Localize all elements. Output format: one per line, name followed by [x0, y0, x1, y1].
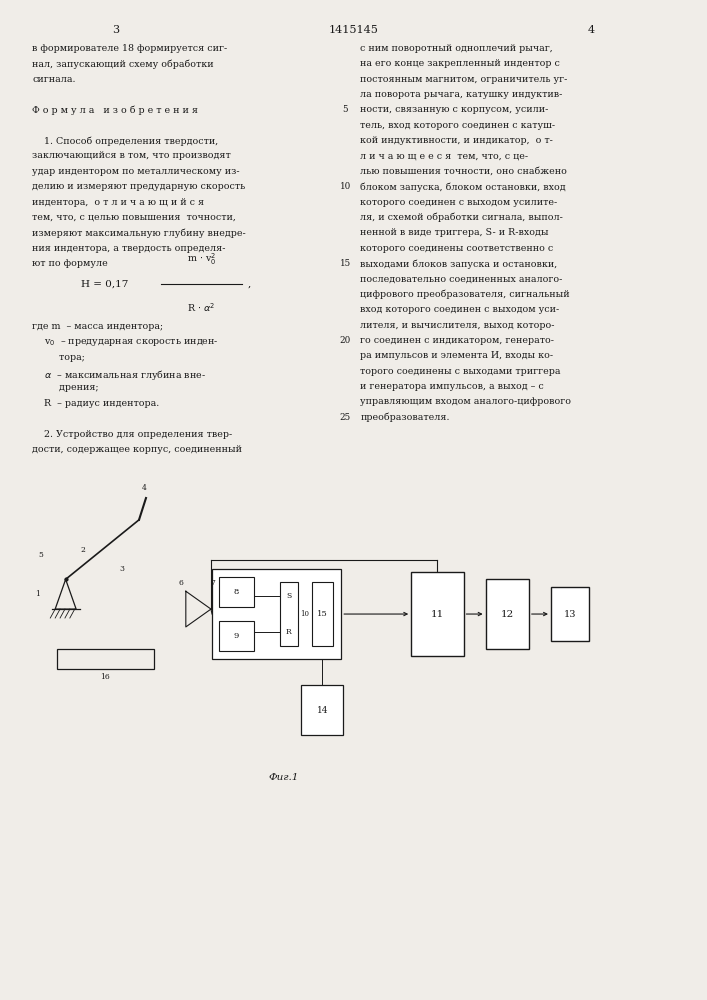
Text: 6: 6	[178, 579, 183, 587]
Text: 3: 3	[119, 565, 124, 573]
Text: R: R	[286, 628, 292, 636]
Text: 11: 11	[431, 610, 444, 619]
Text: на его конце закрепленный индентор с: на его конце закрепленный индентор с	[361, 59, 561, 68]
Text: дости, содержащее корпус, соединенный: дости, содержащее корпус, соединенный	[32, 445, 242, 454]
Text: л и ч а ю щ е е с я  тем, что, с це-: л и ч а ю щ е е с я тем, что, с це-	[361, 151, 529, 160]
Text: 1: 1	[35, 590, 40, 598]
Text: R $\cdot$ $\alpha^2$: R $\cdot$ $\alpha^2$	[187, 301, 216, 314]
Text: 4: 4	[588, 25, 595, 35]
Text: 1415145: 1415145	[329, 25, 378, 35]
Text: заключающийся в том, что производят: заключающийся в том, что производят	[32, 151, 231, 160]
Bar	[312, 582, 333, 646]
Text: ния индентора, а твердость определя-: ния индентора, а твердость определя-	[32, 244, 226, 253]
Text: лью повышения точности, оно снабжено: лью повышения точности, оно снабжено	[361, 167, 567, 176]
Text: выходами блоков запуска и остановки,: выходами блоков запуска и остановки,	[361, 259, 558, 269]
Text: и генератора импульсов, а выход – с: и генератора импульсов, а выход – с	[361, 382, 544, 391]
Bar	[219, 577, 254, 607]
Text: постоянным магнитом, ограничитель уг-: постоянным магнитом, ограничитель уг-	[361, 75, 568, 84]
Text: тель, вход которого соединен с катуш-: тель, вход которого соединен с катуш-	[361, 121, 556, 130]
Text: управляющим входом аналого-цифрового: управляющим входом аналого-цифрового	[361, 397, 571, 406]
Text: 16: 16	[100, 673, 110, 681]
Bar	[212, 569, 341, 659]
Text: 5: 5	[39, 551, 44, 559]
Bar	[411, 572, 464, 656]
Text: делию и измеряют предударную скорость: делию и измеряют предударную скорость	[32, 182, 245, 191]
Text: кой индуктивности, и индикатор,  о т-: кой индуктивности, и индикатор, о т-	[361, 136, 554, 145]
Text: которого соединен с выходом усилите-: которого соединен с выходом усилите-	[361, 198, 558, 207]
Text: с ним поворотный одноплечий рычаг,: с ним поворотный одноплечий рычаг,	[361, 44, 554, 53]
Text: 25: 25	[339, 413, 351, 422]
Text: ра импульсов и элемента И, входы ко-: ра импульсов и элемента И, входы ко-	[361, 351, 554, 360]
Text: 20: 20	[339, 336, 351, 345]
Text: 3: 3	[112, 25, 119, 35]
Text: удар индентором по металлическому из-: удар индентором по металлическому из-	[32, 167, 240, 176]
Text: ют по формуле: ют по формуле	[32, 259, 108, 268]
Text: цифрового преобразователя, сигнальный: цифрового преобразователя, сигнальный	[361, 290, 570, 299]
Text: 2. Устройство для определения твер-: 2. Устройство для определения твер-	[32, 430, 233, 439]
Bar	[551, 587, 590, 641]
Text: 2: 2	[81, 546, 86, 554]
Text: где m  – масса индентора;: где m – масса индентора;	[32, 322, 163, 331]
Text: ля, и схемой обработки сигнала, выпол-: ля, и схемой обработки сигнала, выпол-	[361, 213, 563, 222]
Text: торого соединены с выходами триггера: торого соединены с выходами триггера	[361, 367, 561, 376]
Text: 15: 15	[317, 610, 328, 618]
Text: вход которого соединен с выходом уси-: вход которого соединен с выходом уси-	[361, 305, 560, 314]
Text: 13: 13	[564, 610, 576, 619]
Text: в формирователе 18 формируется сиг-: в формирователе 18 формируется сиг-	[32, 44, 228, 53]
Text: тора;: тора;	[32, 353, 85, 362]
Text: Ф о р м у л а   и з о б р е т е н и я: Ф о р м у л а и з о б р е т е н и я	[32, 105, 198, 115]
Text: v$_0$  – предударная скорость инден-: v$_0$ – предударная скорость инден-	[32, 337, 219, 348]
Text: дрения;: дрения;	[32, 383, 99, 392]
Text: $\alpha$  – максимальная глубина вне-: $\alpha$ – максимальная глубина вне-	[32, 368, 206, 382]
Text: 14: 14	[317, 706, 328, 715]
Bar	[219, 621, 254, 651]
Text: 10: 10	[300, 610, 309, 618]
Text: S: S	[286, 592, 291, 600]
Text: 5: 5	[342, 105, 348, 114]
Text: Фиг.1: Фиг.1	[269, 773, 299, 782]
Text: 7: 7	[210, 579, 215, 587]
Text: индентора,  о т л и ч а ю щ и й с я: индентора, о т л и ч а ю щ и й с я	[32, 198, 204, 207]
Text: H = 0,17: H = 0,17	[81, 280, 129, 289]
Text: сигнала.: сигнала.	[32, 75, 76, 84]
Text: измеряют максимальную глубину внедре-: измеряют максимальную глубину внедре-	[32, 228, 246, 238]
Text: ности, связанную с корпусом, усили-: ности, связанную с корпусом, усили-	[361, 105, 549, 114]
Text: ,: ,	[247, 280, 250, 289]
Text: m $\cdot$ v$_0^2$: m $\cdot$ v$_0^2$	[187, 252, 216, 267]
Text: 8: 8	[234, 588, 239, 596]
Text: последовательно соединенных аналого-: последовательно соединенных аналого-	[361, 274, 563, 283]
Text: 9: 9	[234, 632, 239, 640]
Text: нал, запускающий схему обработки: нал, запускающий схему обработки	[32, 59, 214, 69]
Text: ненной в виде триггера, S- и R-входы: ненной в виде триггера, S- и R-входы	[361, 228, 549, 237]
Text: го соединен с индикатором, генерато-: го соединен с индикатором, генерато-	[361, 336, 554, 345]
Text: 15: 15	[339, 259, 351, 268]
Text: 10: 10	[339, 182, 351, 191]
Text: лителя, и вычислителя, выход которо-: лителя, и вычислителя, выход которо-	[361, 321, 555, 330]
Bar	[301, 685, 344, 735]
Text: ла поворота рычага, катушку индуктив-: ла поворота рычага, катушку индуктив-	[361, 90, 563, 99]
Text: 12: 12	[501, 610, 514, 619]
Bar	[486, 579, 529, 649]
Text: которого соединены соответственно с: которого соединены соответственно с	[361, 244, 554, 253]
Text: R  – радиус индентора.: R – радиус индентора.	[32, 399, 159, 408]
Text: тем, что, с целью повышения  точности,: тем, что, с целью повышения точности,	[32, 213, 236, 222]
Text: блоком запуска, блоком остановки, вход: блоком запуска, блоком остановки, вход	[361, 182, 566, 192]
Text: 1. Способ определения твердости,: 1. Способ определения твердости,	[32, 136, 218, 146]
Text: 4: 4	[142, 484, 147, 492]
Bar	[57, 649, 154, 669]
Bar	[280, 582, 298, 646]
Text: преобразователя.: преобразователя.	[361, 413, 450, 422]
